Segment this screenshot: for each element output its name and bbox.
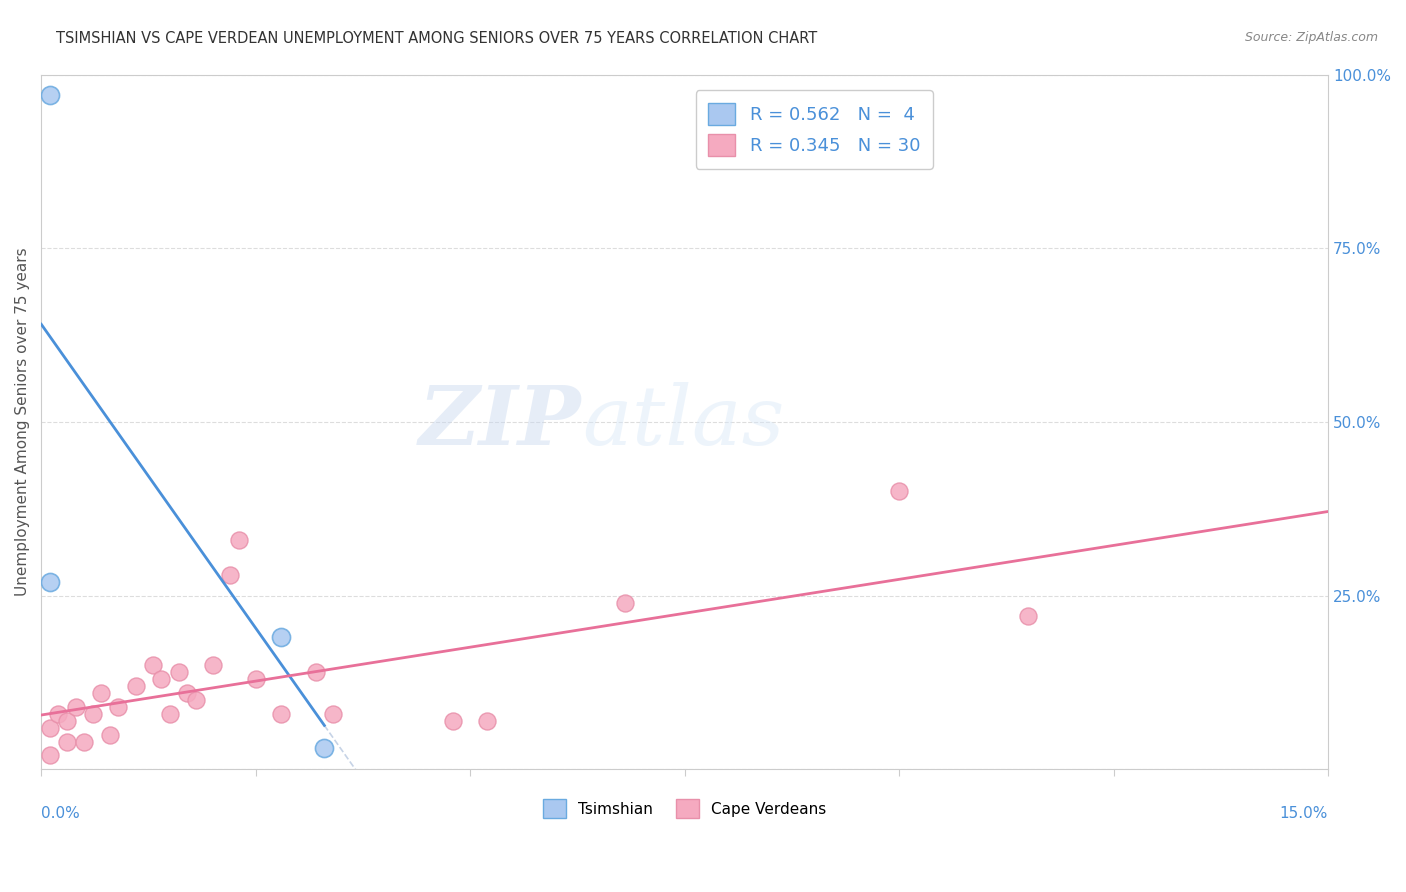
Point: [56, 734, 79, 748]
Point: [322, 706, 344, 721]
Point: [176, 686, 198, 700]
Point: [73, 734, 96, 748]
Point: [98, 728, 121, 742]
Point: [477, 714, 499, 728]
Point: [38, 574, 60, 589]
Text: 0.0%: 0.0%: [41, 806, 80, 821]
Point: [38, 748, 60, 763]
Point: [270, 706, 292, 721]
Text: TSIMSHIAN VS CAPE VERDEAN UNEMPLOYMENT AMONG SENIORS OVER 75 YEARS CORRELATION C: TSIMSHIAN VS CAPE VERDEAN UNEMPLOYMENT A…: [56, 31, 817, 46]
Point: [82, 706, 104, 721]
Point: [889, 484, 911, 499]
Point: [167, 665, 190, 679]
Y-axis label: Unemployment Among Seniors over 75 years: Unemployment Among Seniors over 75 years: [15, 248, 30, 596]
Point: [219, 567, 242, 582]
Point: [65, 699, 87, 714]
Point: [124, 679, 146, 693]
Point: [38, 721, 60, 735]
Point: [90, 686, 112, 700]
Point: [159, 706, 181, 721]
Point: [305, 665, 328, 679]
Point: [150, 672, 173, 686]
Point: [613, 596, 636, 610]
Point: [201, 658, 224, 673]
Point: [228, 533, 250, 547]
Point: [184, 693, 207, 707]
Text: Source: ZipAtlas.com: Source: ZipAtlas.com: [1244, 31, 1378, 45]
Point: [38, 88, 60, 103]
Point: [56, 714, 79, 728]
Text: ZIP: ZIP: [419, 382, 582, 462]
Point: [1017, 609, 1039, 624]
Text: 15.0%: 15.0%: [1279, 806, 1329, 821]
Point: [270, 630, 292, 644]
Point: [441, 714, 464, 728]
Point: [142, 658, 165, 673]
Point: [107, 699, 129, 714]
Point: [314, 741, 336, 756]
Legend: Tsimshian, Cape Verdeans: Tsimshian, Cape Verdeans: [537, 793, 832, 824]
Point: [245, 672, 267, 686]
Text: atlas: atlas: [582, 382, 785, 462]
Point: [48, 706, 70, 721]
